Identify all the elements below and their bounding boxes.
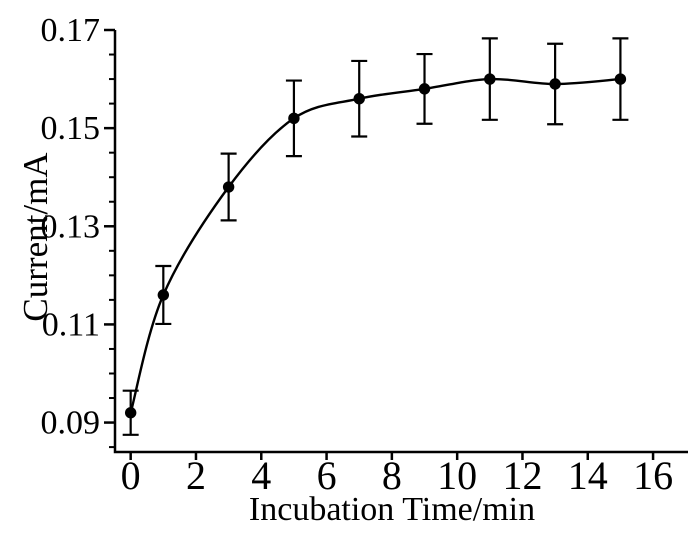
- x-axis-tick-label: 0: [121, 453, 141, 498]
- data-point-marker: [288, 112, 300, 125]
- data-series-line: [129, 77, 621, 414]
- x-axis-tick-label: 8: [382, 453, 402, 498]
- x-axis-tick-label: 2: [186, 453, 206, 498]
- data-point-marker: [353, 92, 365, 105]
- y-axis-tick-label: 0.17: [41, 12, 101, 49]
- y-axis-tick-label: 0.13: [41, 208, 101, 245]
- y-axis-title: Current/mA: [16, 152, 55, 322]
- y-axis-tick-label: 0.11: [42, 306, 100, 343]
- data-point-marker: [157, 289, 170, 301]
- x-axis-title: Incubation Time/min: [248, 491, 536, 528]
- x-axis-tick-label: 14: [568, 453, 608, 498]
- data-point-marker: [549, 78, 561, 90]
- x-axis-tick-label: 16: [633, 453, 673, 498]
- data-point-marker: [418, 83, 431, 95]
- data-point-marker: [124, 407, 137, 419]
- y-axis-tick-label: 0.09: [41, 405, 101, 442]
- data-point-marker: [484, 73, 496, 85]
- axis-spines: [113, 30, 688, 454]
- data-point-marker: [222, 181, 235, 193]
- x-axis-tick-label: 12: [502, 453, 542, 498]
- y-axis-tick-label: 0.15: [41, 110, 101, 147]
- x-axis-tick-label: 6: [317, 453, 337, 498]
- x-axis-tick-label: 4: [251, 453, 271, 498]
- x-axis-tick-label: 10: [437, 453, 477, 498]
- data-point-marker: [614, 73, 627, 85]
